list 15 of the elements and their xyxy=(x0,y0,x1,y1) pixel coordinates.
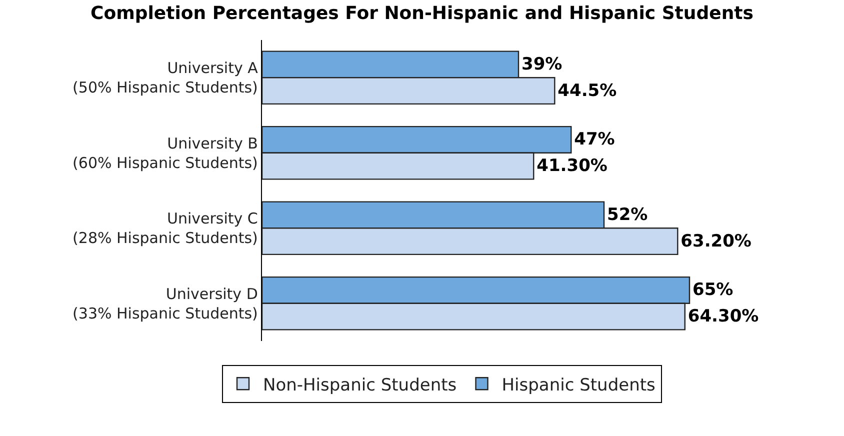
y-tick-label: University B (60% Hispanic Students) xyxy=(72,134,258,172)
data-label: 65% xyxy=(692,280,734,300)
y-tick-label: University A (50% Hispanic Students) xyxy=(72,59,259,97)
data-label: 39% xyxy=(522,54,562,74)
chart-title: Completion Percentages For Non-Hispanic and Hispanic Students xyxy=(90,3,754,24)
legend-label: Non-Hispanic Students xyxy=(263,375,457,396)
data-label: 52% xyxy=(607,204,648,225)
data-label: 63.20% xyxy=(680,231,752,252)
data-label: 41.30% xyxy=(536,156,608,176)
legend-label: Hispanic Students xyxy=(502,375,656,396)
data-label: 44.5% xyxy=(558,80,617,101)
y-tick-label: University C (28% Hispanic Students) xyxy=(72,210,258,248)
y-tick-label: University D (33% Hispanic Students) xyxy=(72,284,258,322)
data-label: 64.30% xyxy=(688,306,759,327)
data-label: 47% xyxy=(574,130,615,150)
